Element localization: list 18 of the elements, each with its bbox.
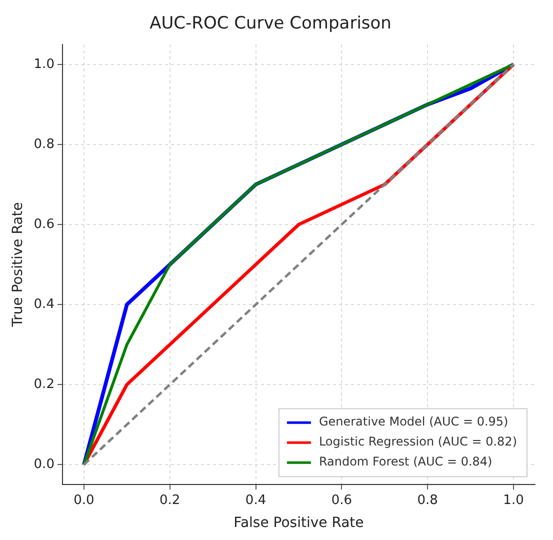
legend-label: Generative Model (AUC = 0.95) (318, 414, 508, 429)
y-tick-label: 0.0 (34, 456, 54, 472)
chart-title: AUC-ROC Curve Comparison (150, 14, 392, 34)
x-tick-label: 0.0 (74, 492, 94, 508)
y-tick-label: 0.6 (34, 216, 54, 232)
x-tick-label: 0.2 (160, 492, 180, 508)
legend-label: Random Forest (AUC = 0.84) (318, 454, 492, 469)
legend-label: Logistic Regression (AUC = 0.82) (318, 434, 518, 449)
y-tick-label: 0.4 (34, 296, 54, 312)
x-tick-label: 1.0 (503, 492, 524, 508)
x-tick-label: 0.6 (331, 492, 352, 508)
y-axis-title: True Positive Rate (10, 202, 26, 328)
y-tick-label: 0.8 (34, 136, 54, 152)
y-tick-label: 1.0 (34, 56, 54, 72)
x-tick-label: 0.8 (417, 492, 438, 508)
x-tick-label: 0.4 (245, 492, 266, 508)
x-axis-title: False Positive Rate (234, 515, 364, 532)
y-tick-label: 0.2 (34, 376, 54, 392)
